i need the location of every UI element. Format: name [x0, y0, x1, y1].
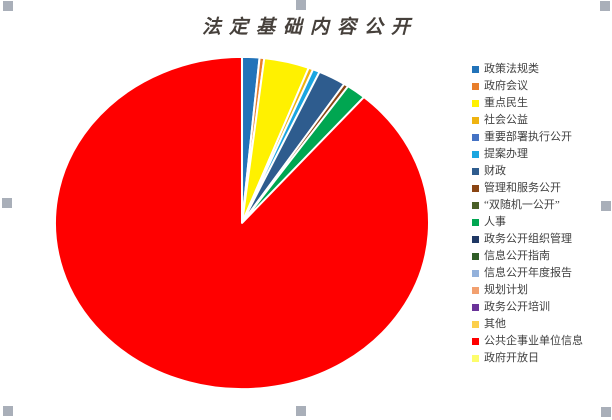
- legend-item-3[interactable]: 重点民生: [472, 95, 610, 112]
- legend-item-7[interactable]: 财政: [472, 163, 610, 180]
- legend-swatch-icon: [472, 355, 479, 362]
- legend-item-2[interactable]: 政府会议: [472, 78, 610, 95]
- legend-label: 人事: [484, 216, 506, 228]
- legend-swatch-icon: [472, 253, 479, 260]
- legend-label: 财政: [484, 165, 506, 177]
- selection-handle-bottom-left[interactable]: [3, 406, 13, 416]
- pie-slice-17[interactable]: [53, 56, 431, 390]
- legend-item-12[interactable]: 信息公开指南: [472, 248, 610, 265]
- legend-label: 公共企事业单位信息: [484, 335, 583, 347]
- legend-label: 规划计划: [484, 284, 528, 296]
- legend-label: 政务公开培训: [484, 301, 550, 313]
- selection-handle-middle-right[interactable]: [601, 201, 611, 211]
- legend-item-1[interactable]: 政策法规类: [472, 61, 610, 78]
- selection-handle-top-left[interactable]: [3, 1, 13, 11]
- legend-label: 政务公开组织管理: [484, 233, 572, 245]
- legend-item-5[interactable]: 重要部署执行公开: [472, 129, 610, 146]
- legend-item-15[interactable]: 政务公开培训: [472, 299, 610, 316]
- legend-swatch-icon: [472, 100, 479, 107]
- legend-swatch-icon: [472, 66, 479, 73]
- legend-item-10[interactable]: 人事: [472, 214, 610, 231]
- selection-handle-bottom-middle[interactable]: [296, 406, 306, 416]
- legend-label: 管理和服务公开: [484, 182, 561, 194]
- legend-swatch-icon: [472, 134, 479, 141]
- legend-label: 政府会议: [484, 80, 528, 92]
- legend-label: 政府开放日: [484, 352, 539, 364]
- legend-label: 其他: [484, 318, 506, 330]
- pie-plot: [53, 56, 431, 390]
- chart-legend: 政策法规类政府会议重点民生社会公益重要部署执行公开 提案办理财政管理和服务公开 “双…: [472, 61, 610, 367]
- legend-item-4[interactable]: 社会公益: [472, 112, 610, 129]
- legend-item-17[interactable]: 公共企事业单位信息: [472, 333, 610, 350]
- legend-item-11[interactable]: 政务公开组织管理: [472, 231, 610, 248]
- selection-handle-middle-left[interactable]: [2, 198, 12, 208]
- legend-label: 信息公开指南: [484, 250, 550, 262]
- legend-item-9[interactable]: “双随机一公开”: [472, 197, 610, 214]
- legend-swatch-icon: [472, 168, 479, 175]
- legend-swatch-icon: [472, 270, 479, 277]
- legend-swatch-icon: [472, 117, 479, 124]
- legend-label: “双随机一公开”: [484, 199, 560, 211]
- legend-item-8[interactable]: 管理和服务公开: [472, 180, 610, 197]
- legend-swatch-icon: [472, 83, 479, 90]
- legend-label: 重点民生: [484, 97, 528, 109]
- legend-item-6[interactable]: 提案办理: [472, 146, 610, 163]
- legend-swatch-icon: [472, 287, 479, 294]
- selection-handle-top-middle[interactable]: [296, 0, 306, 10]
- legend-swatch-icon: [472, 304, 479, 311]
- legend-label: 政策法规类: [484, 63, 539, 75]
- legend-label: 提案办理: [484, 148, 528, 160]
- legend-item-13[interactable]: 信息公开年度报告: [472, 265, 610, 282]
- legend-label: 重要部署执行公开: [484, 131, 572, 143]
- legend-swatch-icon: [472, 202, 479, 209]
- legend-label: 信息公开年度报告: [484, 267, 572, 279]
- legend-swatch-icon: [472, 151, 479, 158]
- legend-swatch-icon: [472, 338, 479, 345]
- legend-swatch-icon: [472, 321, 479, 328]
- legend-item-18[interactable]: 政府开放日: [472, 350, 610, 367]
- chart-title[interactable]: 法定基础内容公开: [201, 16, 418, 38]
- selection-handle-top-right[interactable]: [600, 1, 610, 11]
- legend-swatch-icon: [472, 219, 479, 226]
- legend-item-14[interactable]: 规划计划: [472, 282, 610, 299]
- legend-label: 社会公益: [484, 114, 528, 126]
- legend-item-16[interactable]: 其他: [472, 316, 610, 333]
- legend-swatch-icon: [472, 236, 479, 243]
- selection-handle-bottom-right[interactable]: [601, 407, 611, 417]
- legend-swatch-icon: [472, 185, 479, 192]
